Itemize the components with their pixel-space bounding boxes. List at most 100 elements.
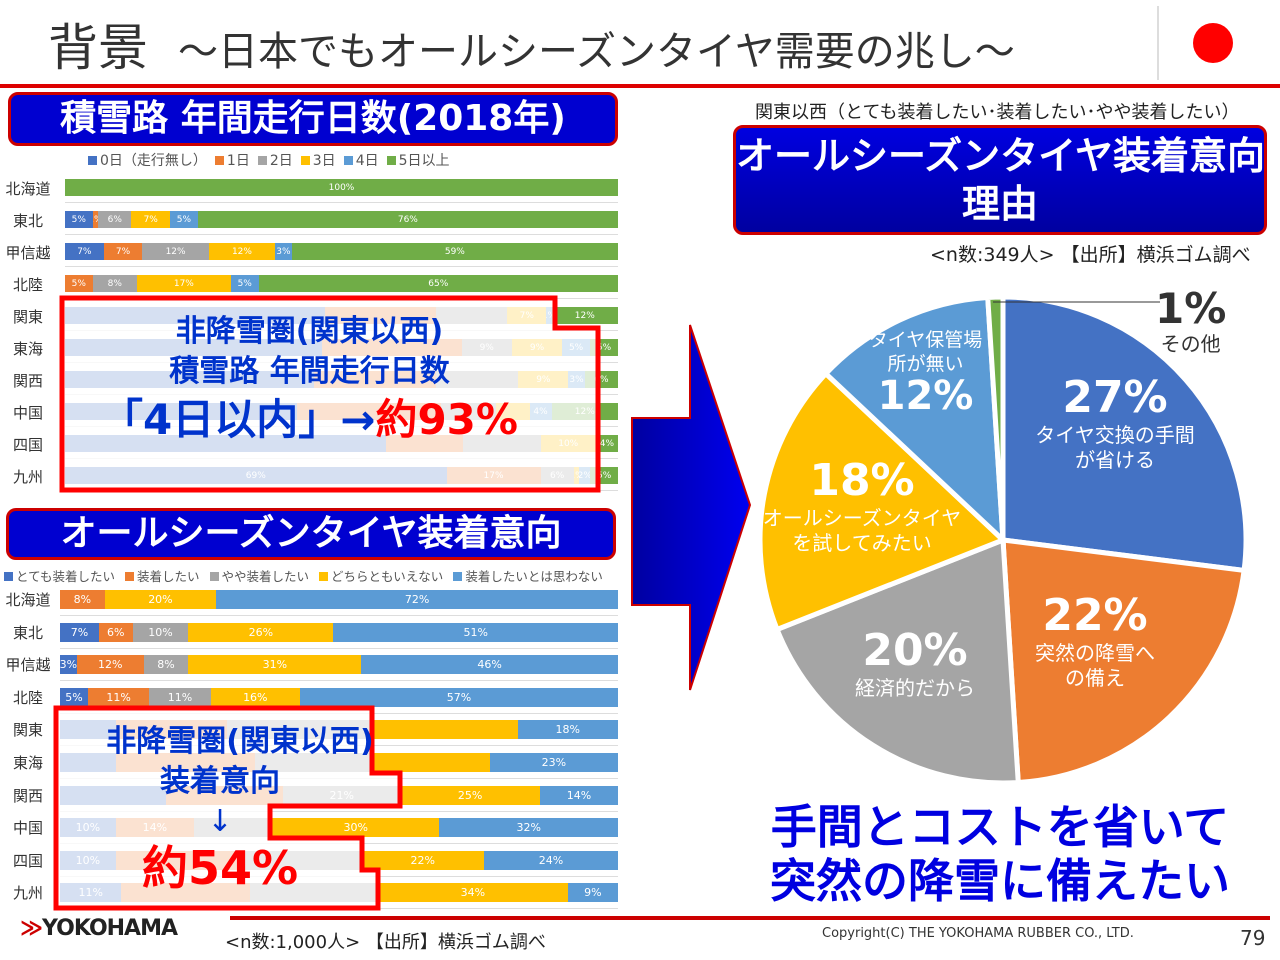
yokohama-logo: ≫YOKOHAMA (20, 916, 178, 941)
bar-segment: 65% (258, 275, 618, 292)
bar-segment: 34% (378, 883, 568, 903)
top-overlay-text: 非降雪圏(関東以西) 積雪路 年間走行日数 「4日以内」→ 約93% (62, 312, 557, 448)
overlay-percent: 約54% (141, 841, 299, 895)
row-label: 北海道 (5, 180, 51, 198)
bar-segment: 6% (99, 622, 133, 642)
pie-slice (1000, 537, 1247, 786)
japan-flag-icon (1193, 23, 1233, 63)
bar-segment: 18% (517, 720, 618, 740)
bar-segment: 16% (210, 687, 300, 707)
pie-label-0: 27% タイヤ交換の手間が省ける (1035, 372, 1195, 472)
bar-segment: 32% (439, 818, 618, 838)
bar-segment: 12% (76, 655, 144, 675)
bar-segment: 5% (170, 211, 198, 228)
row-label: 東北 (12, 623, 43, 642)
header-rule (0, 84, 1280, 88)
row-label: 関西 (12, 372, 43, 390)
copyright: Copyright(C) THE YOKOHAMA RUBBER CO., LT… (822, 926, 1134, 941)
overlay-line: 非降雪圏(関東以西) (175, 314, 444, 349)
title-subtitle: ～日本でもオールシーズンタイヤ需要の兆し～ (178, 29, 1015, 75)
arrow-right-icon (631, 324, 752, 691)
row-label: 九州 (12, 468, 43, 486)
bar-segment: 3% (275, 243, 292, 260)
row-label: 四国 (12, 436, 43, 454)
bar-segment (372, 753, 490, 772)
bar-segment: 5% (60, 687, 88, 707)
row-label: 東北 (12, 212, 43, 230)
footer-source: <n数:1,000人> 【出所】横浜ゴム調べ (225, 932, 546, 953)
pie-label-3: 18% オールシーズンタイヤを試してみたい (762, 455, 962, 555)
bar-segment: 8% (60, 590, 105, 609)
page-title: 背景 ～日本でもオールシーズンタイヤ需要の兆し～ (48, 8, 1015, 80)
bar-segment: 5% (230, 275, 259, 292)
pie-source: <n数:349人> 【出所】横浜ゴム調べ (930, 244, 1251, 266)
pie-slice (773, 536, 1021, 786)
bar-segment: 7% (131, 211, 171, 228)
bar-segment: 8% (92, 275, 137, 292)
row-label: 中国 (12, 404, 43, 422)
bar-segment: 7% (65, 243, 104, 260)
pie-slice (757, 370, 1008, 633)
legend-item: 装着したいとは思わない (453, 566, 603, 585)
bar-segment: 24% (484, 850, 618, 870)
conclusion-line: 突然の降雪に備えたい (770, 854, 1230, 908)
legend-item: 3日 (300, 150, 336, 170)
bar-segment: 12% (142, 243, 209, 260)
bar-segment: 5% (65, 275, 93, 292)
bar-segment: 7% (60, 622, 100, 642)
conclusion-line: 手間とコストを省いて (770, 800, 1230, 854)
legend-item: とても装着したい (4, 566, 115, 585)
row-label: 関東 (12, 721, 43, 740)
bar-segment: 20% (104, 590, 217, 609)
bar-segment: 5% (65, 211, 93, 228)
down-arrow-icon: ↓ (207, 804, 233, 839)
bar-segment: 17% (136, 275, 231, 292)
row-label: 関東 (12, 308, 43, 326)
bar-segment (372, 720, 518, 740)
pie-slice (822, 294, 1006, 547)
bar-segment: 76% (197, 211, 618, 228)
bar-segment: 6% (98, 211, 132, 228)
gridline (65, 234, 618, 235)
bar-segment: 7% (103, 243, 143, 260)
gridline (60, 680, 618, 682)
conclusion: 手間とコストを省いて 突然の降雪に備えたい (700, 800, 1280, 908)
bar-segment: 10% (132, 622, 189, 642)
bar-segment: 11% (149, 687, 211, 707)
bar-segment: 25% (400, 785, 540, 805)
bar-segment: 59% (291, 243, 618, 260)
bar-segment: 100% (65, 179, 618, 196)
bar-segment: 26% (188, 622, 334, 642)
bar-segment: 11% (87, 687, 150, 707)
legend-item: 2日 (257, 150, 293, 170)
bar-segment: 30% (272, 818, 440, 838)
gridline (65, 202, 618, 203)
bar-segment: 72% (216, 590, 618, 609)
row-label: 東海 (12, 340, 43, 358)
top-chart-legend: 0日（走行無し） 1日 2日 3日 4日 5日以上 (88, 150, 450, 170)
row-label: 関西 (12, 786, 43, 805)
bar-segment: 3% (60, 655, 77, 675)
legend-item: 5日以上 (386, 150, 450, 170)
bar-segment: 1% (92, 211, 99, 228)
overlay-line: 「4日以内」→ (101, 395, 376, 444)
title-main: 背景 (48, 19, 148, 77)
overlay-line: 装着意向 (160, 764, 280, 799)
row-label: 甲信越 (5, 244, 51, 262)
legend-item: 4日 (343, 150, 379, 170)
bar-segment: 12% (208, 243, 276, 260)
top-highlight-box (59, 295, 601, 493)
gridline (65, 266, 618, 267)
bottom-highlight-box (53, 705, 403, 911)
bar-segment: 22% (361, 850, 485, 870)
legend-item: 装着したい (125, 566, 200, 585)
legend-item: 1日 (214, 150, 250, 170)
banner-line: 理由 (961, 182, 1038, 226)
legend-item: やや装着したい (209, 566, 309, 585)
overlay-percent: 約93% (375, 395, 518, 444)
gridline (60, 810, 618, 812)
bar-segment: 8% (143, 655, 189, 675)
pie-slice (985, 294, 1006, 541)
pie-label-5: 1% その他 (1155, 284, 1227, 357)
